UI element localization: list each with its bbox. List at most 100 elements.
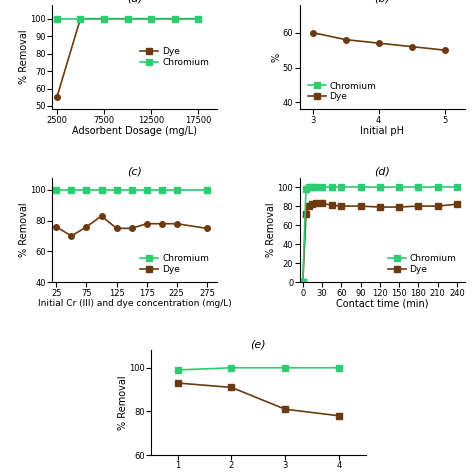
Title: (e): (e)	[251, 339, 266, 349]
Y-axis label: % Removal: % Removal	[19, 202, 29, 257]
Dye	[83, 224, 89, 230]
Chromium	[54, 187, 59, 193]
Chromium	[144, 187, 149, 193]
Dye	[454, 201, 460, 207]
Dye	[204, 226, 210, 231]
Legend: Chromium, Dye: Chromium, Dye	[384, 251, 460, 278]
Dye	[409, 44, 415, 49]
Chromium	[125, 16, 130, 21]
X-axis label: Initial Cr (III) and dye concentration (mg/L): Initial Cr (III) and dye concentration (…	[38, 299, 231, 308]
Chromium	[310, 184, 315, 190]
Dye	[114, 226, 119, 231]
Y-axis label: % Removal: % Removal	[19, 30, 29, 84]
Dye	[336, 413, 342, 419]
Chromium	[300, 279, 306, 285]
Dye	[338, 203, 344, 209]
Dye	[358, 203, 364, 209]
Chromium	[228, 365, 234, 371]
Dye	[172, 16, 178, 21]
Legend: Chromium, Dye: Chromium, Dye	[137, 251, 212, 278]
Line: Dye: Dye	[310, 30, 447, 53]
Dye	[343, 37, 348, 43]
Dye	[306, 203, 312, 209]
Dye	[129, 226, 135, 231]
Dye	[54, 94, 60, 100]
Chromium	[204, 187, 210, 193]
Chromium	[78, 16, 83, 21]
Chromium	[101, 16, 107, 21]
Line: Dye: Dye	[300, 201, 460, 285]
Line: Dye: Dye	[175, 380, 342, 419]
Title: (c): (c)	[127, 167, 142, 177]
Dye	[300, 279, 306, 285]
Chromium	[319, 184, 325, 190]
Dye	[319, 201, 325, 206]
Chromium	[313, 184, 319, 190]
Chromium	[283, 365, 288, 371]
Line: Chromium: Chromium	[54, 187, 210, 192]
X-axis label: Contact time (min): Contact time (min)	[336, 299, 428, 309]
Chromium	[83, 187, 89, 193]
Dye	[435, 203, 440, 209]
Chromium	[396, 184, 402, 190]
Line: Dye: Dye	[54, 16, 201, 100]
Chromium	[129, 187, 135, 193]
Y-axis label: %: %	[271, 53, 281, 62]
Dye	[175, 380, 181, 386]
Chromium	[435, 184, 440, 190]
X-axis label: Initial pH: Initial pH	[360, 126, 404, 136]
Dye	[148, 16, 154, 21]
Dye	[303, 211, 309, 217]
Dye	[159, 221, 164, 227]
Legend: Chromium, Dye: Chromium, Dye	[304, 78, 380, 105]
Title: (b): (b)	[374, 0, 390, 4]
Dye	[329, 202, 335, 208]
Chromium	[54, 16, 60, 21]
Chromium	[195, 16, 201, 21]
Dye	[69, 233, 74, 239]
Chromium	[69, 187, 74, 193]
Dye	[376, 40, 382, 46]
Line: Dye: Dye	[54, 213, 210, 239]
Chromium	[148, 16, 154, 21]
X-axis label: Adsorbent Dosage (mg/L): Adsorbent Dosage (mg/L)	[72, 126, 197, 136]
Dye	[313, 201, 319, 206]
Dye	[99, 213, 104, 219]
Chromium	[377, 184, 383, 190]
Dye	[174, 221, 180, 227]
Dye	[310, 30, 316, 36]
Dye	[283, 406, 288, 412]
Title: (d): (d)	[374, 167, 390, 177]
Line: Chromium: Chromium	[175, 365, 342, 373]
Dye	[442, 47, 447, 53]
Dye	[125, 16, 130, 21]
Chromium	[338, 184, 344, 190]
Chromium	[416, 184, 421, 190]
Chromium	[174, 187, 180, 193]
Chromium	[329, 184, 335, 190]
Chromium	[358, 184, 364, 190]
Dye	[54, 224, 59, 230]
Dye	[195, 16, 201, 21]
Chromium	[99, 187, 104, 193]
Dye	[101, 16, 107, 21]
Y-axis label: % Removal: % Removal	[118, 375, 128, 430]
Dye	[416, 203, 421, 209]
Dye	[377, 204, 383, 210]
Chromium	[159, 187, 164, 193]
Legend: Dye, Chromium: Dye, Chromium	[137, 44, 212, 71]
Dye	[144, 221, 149, 227]
Chromium	[114, 187, 119, 193]
Chromium	[172, 16, 178, 21]
Title: (a): (a)	[127, 0, 142, 4]
Dye	[396, 204, 402, 210]
Line: Chromium: Chromium	[54, 16, 201, 21]
Dye	[310, 201, 315, 207]
Chromium	[454, 184, 460, 190]
Chromium	[306, 184, 312, 190]
Chromium	[336, 365, 342, 371]
Chromium	[303, 186, 309, 192]
Y-axis label: % Removal: % Removal	[266, 202, 276, 257]
Line: Chromium: Chromium	[300, 184, 460, 285]
Dye	[78, 16, 83, 21]
